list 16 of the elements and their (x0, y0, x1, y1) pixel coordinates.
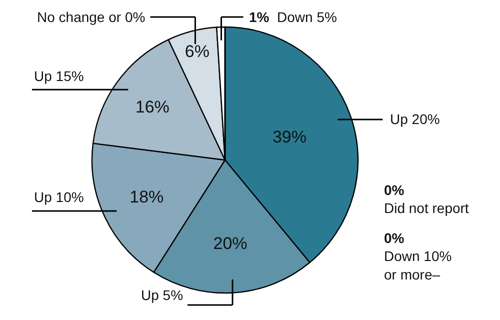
slice-label: Up 20% (390, 111, 440, 127)
data-label: 16% (135, 98, 170, 117)
slice-label: Up 5% (141, 287, 184, 303)
category-label: Down 10% or more– (384, 248, 452, 282)
category-label: Did not report (384, 200, 469, 216)
data-label: 6% (184, 42, 210, 62)
slice-label: Up 15% (34, 68, 84, 84)
data-label: 18% (130, 187, 164, 206)
data-label: 1% (249, 9, 270, 25)
slice-label: Down 5% (277, 9, 337, 25)
text: 0% (384, 182, 404, 198)
slice-label: No change or 0% (37, 9, 146, 25)
text: 0% (384, 230, 404, 246)
data-label: 39% (272, 127, 306, 146)
slice-label: Up 10% (34, 189, 84, 205)
data-label: 20% (213, 234, 248, 254)
